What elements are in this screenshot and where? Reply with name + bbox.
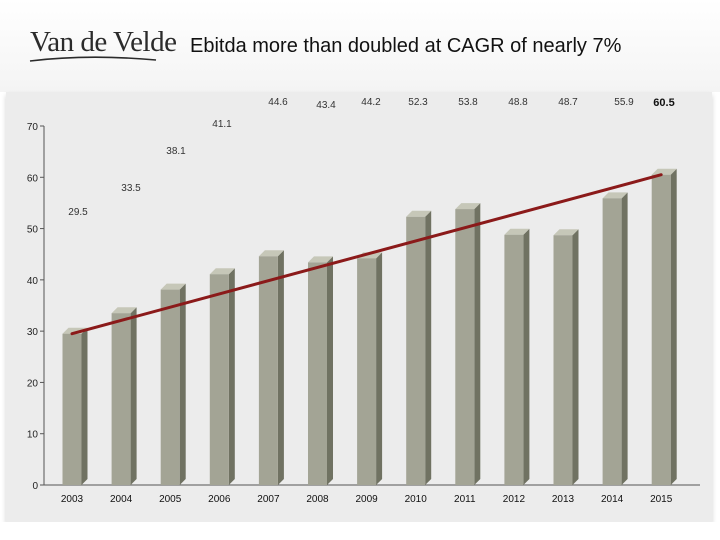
data-label: 33.5 [121, 183, 141, 194]
data-label: 52.3 [408, 97, 428, 108]
bar-top [455, 203, 481, 210]
bar [553, 235, 573, 485]
bar-side [130, 307, 137, 485]
logo-swoosh-icon [29, 56, 157, 62]
data-label: 38.1 [166, 146, 186, 157]
bar-side [572, 229, 579, 485]
bar-side [179, 283, 186, 485]
data-label: 44.6 [268, 97, 288, 108]
bar-top [553, 229, 579, 236]
slide-title: Ebitda more than doubled at CAGR of near… [190, 35, 622, 57]
x-tick-label: 2006 [208, 494, 231, 505]
x-tick-label: 2009 [355, 494, 378, 505]
data-label: 60.5 [653, 97, 674, 109]
bar-side [474, 203, 481, 485]
x-tick-label: 2014 [601, 494, 624, 505]
bar [504, 234, 524, 485]
bar-side [277, 250, 284, 485]
y-tick-label: 60 [27, 173, 39, 184]
bar [357, 258, 377, 485]
bar-side [670, 168, 677, 485]
bar [308, 262, 327, 485]
y-tick-label: 0 [32, 481, 38, 492]
y-tick-label: 40 [27, 276, 39, 287]
bar [111, 313, 131, 485]
y-tick-label: 50 [27, 225, 39, 236]
slide-header: Van de Velde Ebitda more than doubled at… [0, 0, 720, 92]
data-label: 41.1 [212, 119, 232, 130]
bar-side [376, 252, 383, 485]
data-label: 55.9 [614, 97, 634, 108]
trend-line [70, 173, 663, 336]
bar [602, 198, 622, 485]
data-label: 48.8 [508, 97, 528, 108]
bar [651, 174, 671, 485]
x-tick-label: 2008 [306, 494, 329, 505]
y-tick-label: 10 [27, 430, 39, 441]
x-tick-label: 2003 [61, 494, 84, 505]
y-tick-label: 20 [27, 378, 39, 389]
bar [455, 209, 475, 485]
bar-side [523, 228, 530, 485]
x-tick-label: 2007 [257, 494, 280, 505]
bar-top [308, 256, 333, 263]
x-tick-label: 2013 [552, 494, 575, 505]
bottom-strip [0, 522, 720, 540]
x-tick-label: 2012 [503, 494, 526, 505]
bar-top [111, 307, 137, 314]
bar [406, 216, 426, 486]
bar-top [406, 210, 432, 217]
bar [160, 289, 180, 485]
y-tick-label: 30 [27, 327, 39, 338]
bar-top [651, 168, 677, 175]
x-tick-label: 2004 [110, 494, 133, 505]
bar-top [209, 268, 235, 275]
y-tick-label: 70 [27, 122, 39, 133]
bar-side [621, 192, 628, 485]
x-tick-label: 2010 [405, 494, 428, 505]
bar-top [258, 250, 284, 257]
bar-side [81, 327, 88, 485]
bar [62, 333, 82, 485]
company-logo: Van de Velde [30, 26, 177, 58]
x-tick-label: 2005 [159, 494, 182, 505]
bar-top [160, 283, 186, 290]
bar-side [228, 268, 235, 485]
bar [209, 274, 229, 485]
data-label: 53.8 [458, 97, 478, 108]
bar [258, 256, 278, 485]
data-label: 48.7 [558, 97, 578, 108]
x-tick-label: 2015 [650, 494, 673, 505]
x-tick-label: 2011 [454, 494, 476, 505]
bar-top [602, 192, 628, 199]
data-label: 29.5 [68, 207, 88, 218]
bar-top [504, 228, 530, 235]
bar-side [425, 210, 432, 486]
bar-side [327, 256, 333, 485]
data-label: 43.4 [316, 100, 336, 111]
data-label: 44.2 [361, 97, 381, 108]
